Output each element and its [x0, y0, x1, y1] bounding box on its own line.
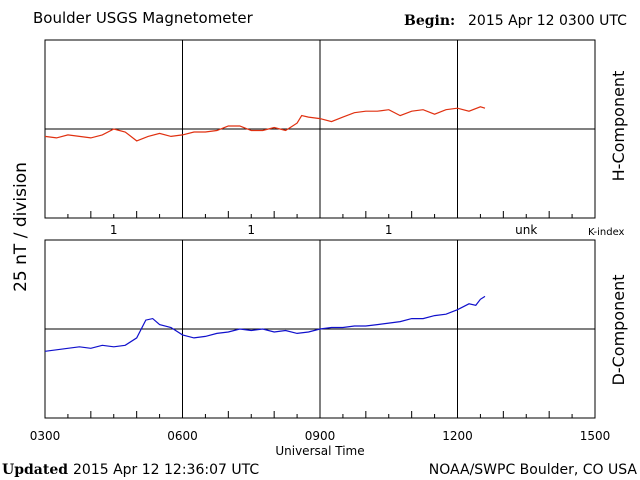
figure-title: Boulder USGS Magnetometer: [33, 9, 254, 27]
begin-label: Begin:: [404, 13, 455, 29]
updated-value: 2015 Apr 12 12:36:07 UTC: [73, 462, 259, 478]
x-tick-label: 0300: [30, 429, 61, 443]
k-index-label: K-index: [588, 227, 625, 238]
k-index-value: unk: [515, 223, 537, 237]
d-component-label: D-Component: [609, 275, 628, 386]
x-tick-label: 1500: [580, 429, 611, 443]
x-tick-label: 0900: [305, 429, 336, 443]
x-tick-label: 1200: [442, 429, 473, 443]
k-index-value: 1: [247, 223, 255, 237]
credit-text: NOAA/SWPC Boulder, CO USA: [429, 462, 638, 478]
y-axis-label: 25 nT / division: [11, 162, 31, 292]
x-axis-label: Universal Time: [275, 444, 364, 458]
k-index-value: 1: [385, 223, 393, 237]
k-index-value: 1: [110, 223, 118, 237]
d-component-line: [44, 295, 486, 352]
updated-label: Updated: [2, 462, 68, 478]
h-component-line: [44, 106, 486, 142]
begin-value: 2015 Apr 12 0300 UTC: [468, 13, 627, 29]
h-component-label: H-Component: [609, 71, 628, 182]
x-tick-label: 0600: [167, 429, 198, 443]
